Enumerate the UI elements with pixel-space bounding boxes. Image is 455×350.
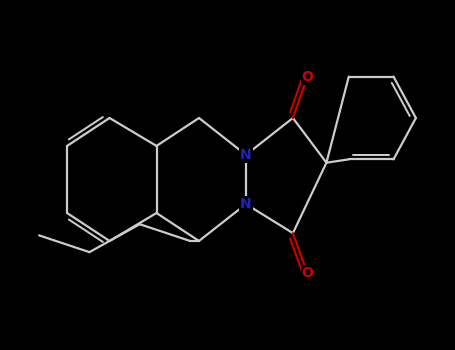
Text: O: O	[302, 266, 313, 280]
Text: N: N	[240, 197, 252, 211]
Text: O: O	[302, 70, 313, 84]
Text: N: N	[240, 148, 252, 162]
